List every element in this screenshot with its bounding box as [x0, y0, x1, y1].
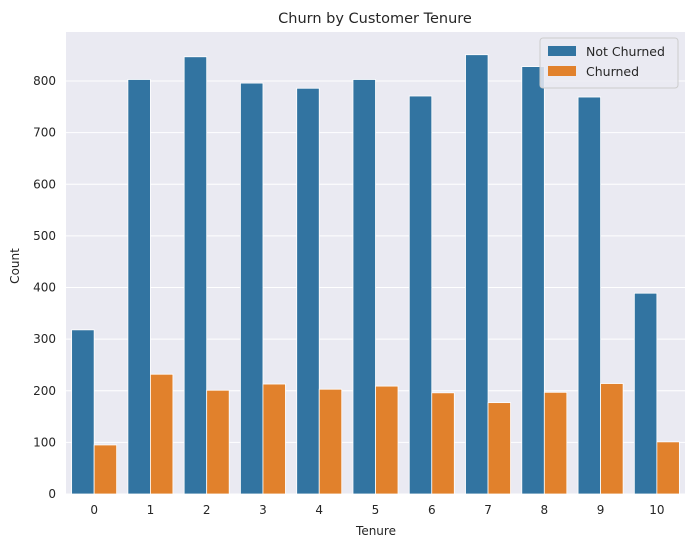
bar-not-churned: [183, 56, 208, 495]
bar-not-churned: [465, 54, 489, 495]
bar-not-churned: [577, 96, 601, 495]
bar-not-churned: [633, 292, 658, 495]
bar-not-churned: [127, 79, 151, 495]
chart-title: Churn by Customer Tenure: [278, 11, 472, 27]
legend-swatch: [548, 66, 576, 76]
bar-churned: [375, 385, 399, 495]
bar-churned: [262, 383, 286, 495]
bar-churned: [431, 392, 455, 495]
x-tick-label: 8: [540, 503, 548, 517]
y-tick-label: 600: [33, 177, 56, 191]
x-axis-ticks: 0 1 2 3 4 5 6 7 8 9 10: [90, 503, 664, 517]
bar-churned: [656, 441, 680, 495]
x-tick-label: 5: [372, 503, 380, 517]
y-tick-label: 100: [33, 435, 56, 449]
y-axis-ticks: 0 100 200 300 400 500 600 700 800: [33, 74, 56, 501]
bar-not-churned: [408, 95, 433, 495]
x-tick-label: 0: [90, 503, 98, 517]
bar-not-churned: [296, 87, 320, 495]
bar-churned: [600, 383, 624, 495]
x-tick-label: 10: [649, 503, 664, 517]
y-tick-label: 800: [33, 74, 56, 88]
y-tick-label: 300: [33, 332, 56, 346]
legend-label: Churned: [586, 64, 639, 79]
x-tick-label: 7: [484, 503, 492, 517]
x-axis-label: Tenure: [355, 524, 396, 538]
bar-churned: [487, 402, 511, 495]
x-tick-label: 2: [203, 503, 211, 517]
legend: Not Churned Churned: [539, 37, 679, 89]
x-tick-label: 9: [597, 503, 605, 517]
x-tick-label: 4: [315, 503, 323, 517]
bar-not-churned: [240, 82, 264, 495]
bar-churned: [318, 388, 343, 495]
legend-swatch: [548, 46, 576, 56]
y-tick-label: 0: [48, 487, 56, 501]
y-tick-label: 200: [33, 384, 56, 398]
bar-not-churned: [521, 66, 545, 495]
x-tick-label: 6: [428, 503, 436, 517]
bar-churned: [150, 373, 174, 495]
y-tick-label: 400: [33, 281, 56, 295]
y-axis-label: Count: [8, 248, 22, 284]
y-tick-label: 700: [33, 126, 56, 140]
bars: [71, 54, 680, 495]
bar-churned: [206, 389, 230, 495]
x-tick-label: 3: [259, 503, 267, 517]
bar-not-churned: [352, 79, 376, 495]
y-tick-label: 500: [33, 229, 56, 243]
x-tick-label: 1: [147, 503, 155, 517]
bar-not-churned: [71, 329, 95, 495]
bar-churned: [93, 444, 118, 495]
legend-label: Not Churned: [586, 44, 665, 59]
bar-churned: [543, 391, 568, 495]
